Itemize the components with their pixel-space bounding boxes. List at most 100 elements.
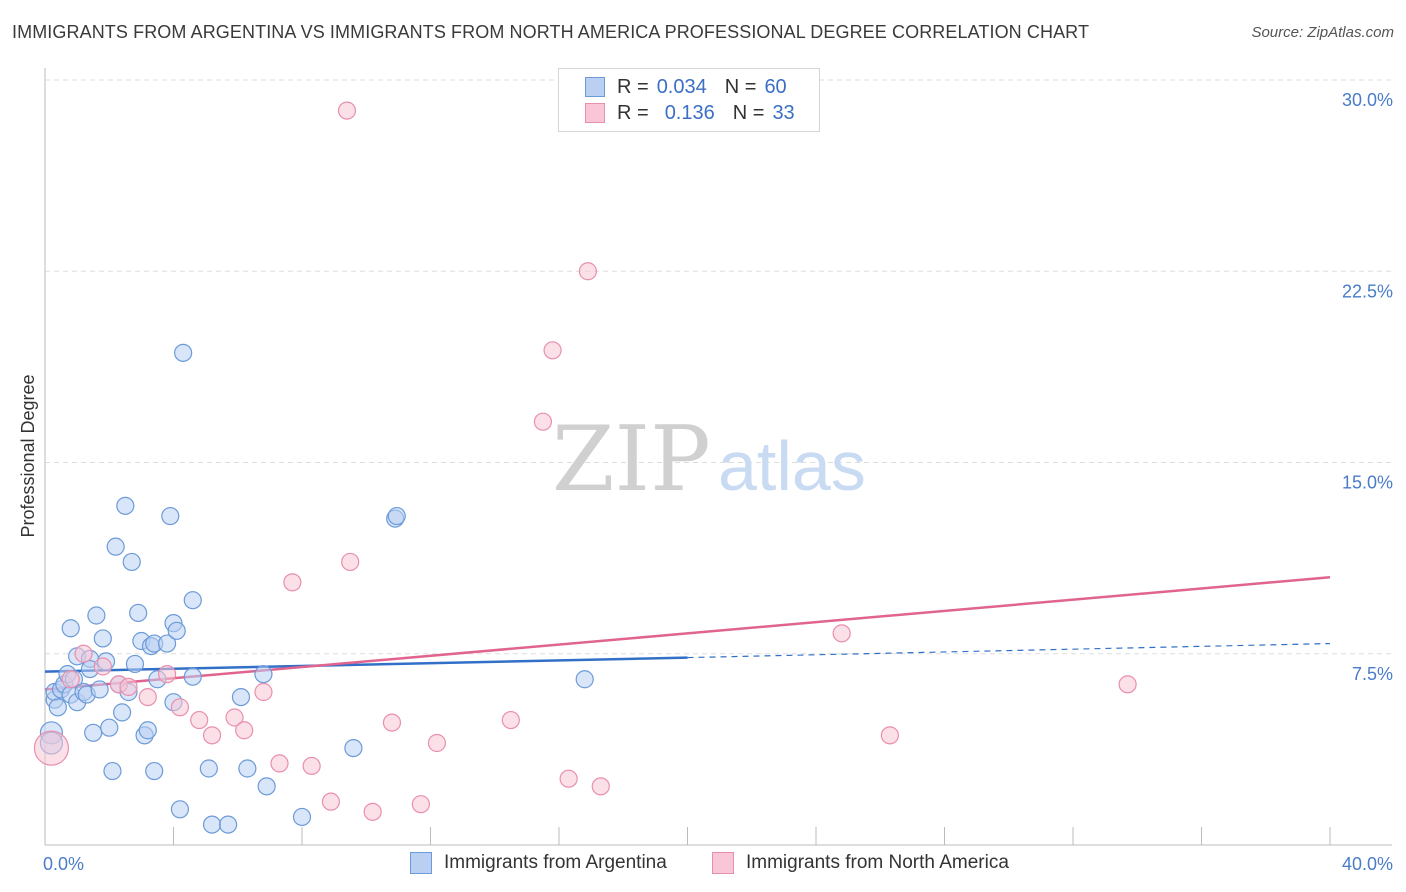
argentina-point <box>183 667 202 686</box>
north-america-point <box>321 792 341 811</box>
legend-swatch-argentina <box>585 77 605 97</box>
argentina-point <box>87 606 106 625</box>
argentina-point <box>202 815 222 834</box>
north-america-point <box>283 573 302 592</box>
legend-r-label: R = <box>617 101 649 124</box>
series-legend-argentina[interactable]: Immigrants from Argentina <box>410 852 667 874</box>
argentina-point <box>199 759 218 778</box>
argentina-point <box>174 343 193 362</box>
legend-n-value: 60 <box>764 75 787 98</box>
argentina-point <box>575 670 594 689</box>
north-america-point <box>302 756 321 776</box>
series-legend: Immigrants from Argentina Immigrants fro… <box>0 852 1406 878</box>
north-america-trendline <box>44 576 1331 691</box>
north-america-point <box>363 802 382 821</box>
legend-n-label: N = <box>724 75 757 98</box>
argentina-trendline <box>44 656 688 673</box>
argentina-point <box>161 506 180 526</box>
north-america-point <box>93 657 112 676</box>
argentina-point <box>125 654 145 674</box>
legend-row-argentina: R = 0.034 N = 60 <box>585 75 787 99</box>
argentina-point <box>257 777 276 796</box>
argentina-point <box>183 591 202 610</box>
x-tick-label: 0.0% <box>43 854 84 874</box>
north-america-point <box>270 754 289 773</box>
grid-layer <box>45 79 1392 655</box>
north-america-point <box>119 677 138 697</box>
y-axis-label: Professional Degree <box>18 374 38 537</box>
north-america-point <box>341 552 360 572</box>
argentina-trendline-extension <box>687 642 1331 659</box>
trend-layer <box>44 576 1331 691</box>
north-america-point <box>337 101 357 120</box>
north-america-point <box>533 412 553 431</box>
legend-r-value: 0.034 <box>656 75 707 98</box>
source-label: Source: ZipAtlas.com <box>1251 24 1394 41</box>
north-america-point <box>225 708 244 727</box>
x-tick-label: 40.0% <box>1342 854 1393 874</box>
argentina-point <box>292 807 312 827</box>
argentina-point <box>93 629 112 648</box>
north-america-point <box>427 733 447 753</box>
label-layer: 7.5% 15.0% 22.5% 30.0% 0.0% 40.0% <box>43 90 1393 874</box>
legend-row-north-america: R = 0.136 N = 33 <box>585 101 795 125</box>
legend-r-label: R = <box>617 75 649 98</box>
argentina-point <box>219 815 238 834</box>
north-america-point <box>382 713 402 732</box>
legend-r-value: 0.136 <box>664 101 715 124</box>
watermark-zip: ZIP <box>552 407 711 512</box>
series-legend-north-america[interactable]: Immigrants from North America <box>712 852 1009 874</box>
north-america-point <box>254 682 273 702</box>
north-america-point <box>138 687 157 707</box>
argentina-point <box>84 723 103 742</box>
argentina-point <box>48 698 67 717</box>
north-america-point <box>880 726 899 745</box>
north-america-point <box>190 710 209 730</box>
argentina-point <box>61 619 80 638</box>
axis-layer <box>44 68 1392 846</box>
argentina-point <box>103 761 122 781</box>
argentina-point <box>170 800 190 819</box>
argentina-point <box>100 718 119 737</box>
north-america-point <box>501 710 520 730</box>
argentina-point <box>112 703 132 722</box>
y-tick-label: 15.0% <box>1342 473 1393 493</box>
north-america-point <box>559 769 578 788</box>
argentina-point <box>157 634 177 653</box>
argentina-point <box>116 496 135 515</box>
north-america-point <box>33 730 70 766</box>
argentina-point <box>238 759 257 778</box>
north-america-point <box>411 795 430 814</box>
watermark-atlas: atlas <box>718 427 866 505</box>
north-america-point <box>61 670 80 689</box>
legend-swatch-north-america <box>585 103 605 123</box>
argentina-point <box>387 506 406 526</box>
argentina-point <box>254 665 273 684</box>
north-america-point <box>578 262 598 281</box>
argentina-point <box>122 552 141 572</box>
north-america-point <box>832 624 851 643</box>
argentina-point <box>138 721 157 740</box>
y-tick-label: 22.5% <box>1342 281 1393 301</box>
series-swatch-north-america <box>712 852 734 874</box>
y-tick-label: 7.5% <box>1352 664 1393 684</box>
y-tick-label: 30.0% <box>1342 90 1393 110</box>
legend-n-value: 33 <box>772 101 795 124</box>
series-label-argentina: Immigrants from Argentina <box>444 852 667 873</box>
north-america-point <box>591 777 610 796</box>
series-swatch-argentina <box>410 852 432 874</box>
north-america-point <box>543 341 562 360</box>
north-america-point <box>1118 675 1137 694</box>
legend-n-label: N = <box>732 101 765 124</box>
point-layer <box>33 101 1137 834</box>
argentina-point <box>167 621 186 640</box>
argentina-point <box>145 761 164 781</box>
north-america-point <box>170 698 190 717</box>
argentina-point <box>231 687 251 707</box>
series-label-north-america: Immigrants from North America <box>746 852 1009 873</box>
chart-title: IMMIGRANTS FROM ARGENTINA VS IMMIGRANTS … <box>12 22 1090 42</box>
argentina-point <box>344 738 363 758</box>
north-america-point <box>157 665 177 684</box>
argentina-point <box>129 603 148 623</box>
